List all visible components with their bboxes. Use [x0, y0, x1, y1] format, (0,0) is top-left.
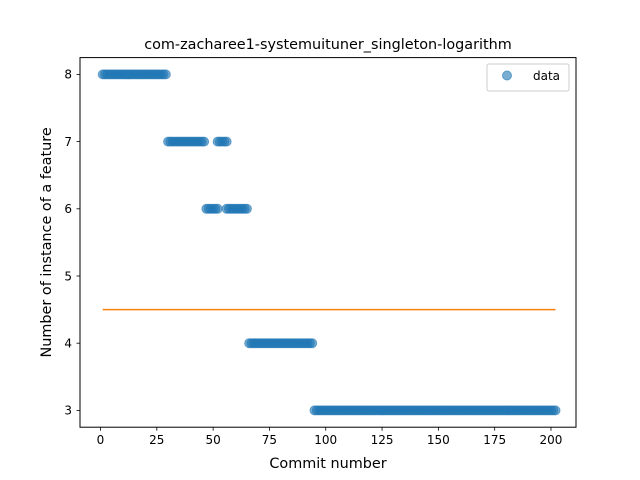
x-tick-label: 0 [97, 433, 105, 447]
x-tick-label: 175 [483, 433, 506, 447]
x-tick-label: 75 [262, 433, 277, 447]
data-point [221, 136, 232, 147]
data-point [160, 69, 171, 80]
legend: data [486, 63, 570, 92]
y-tick-label: 6 [64, 202, 72, 216]
plot-content [97, 69, 561, 416]
y-tick-label: 5 [64, 269, 72, 283]
y-axis-label: Number of instance of a feature [39, 127, 55, 357]
y-axis: 3 4 5 6 7 8 [64, 68, 80, 418]
chart-title: com-zacharee1-systemuituner_singleton-lo… [144, 37, 512, 53]
plot-frame [79, 57, 577, 428]
data-point [199, 136, 210, 147]
data-point [212, 203, 223, 214]
y-tick-label: 7 [64, 135, 72, 149]
data-point [307, 338, 318, 349]
x-tick-label: 125 [371, 433, 394, 447]
x-axis-label: Commit number [269, 456, 386, 472]
x-tick-label: 200 [540, 433, 563, 447]
x-tick-label: 25 [149, 433, 164, 447]
legend-label: data [533, 69, 560, 83]
y-tick-label: 4 [64, 337, 72, 351]
y-tick-label: 3 [64, 404, 72, 418]
data-point [550, 405, 561, 416]
y-tick-label: 8 [64, 68, 72, 82]
x-tick-label: 50 [205, 433, 220, 447]
data-point [241, 203, 252, 214]
x-tick-label: 150 [427, 433, 450, 447]
x-axis: 0 25 50 75 100 125 150 175 200 [97, 427, 563, 447]
legend-marker [502, 70, 512, 81]
x-tick-label: 100 [314, 433, 337, 447]
